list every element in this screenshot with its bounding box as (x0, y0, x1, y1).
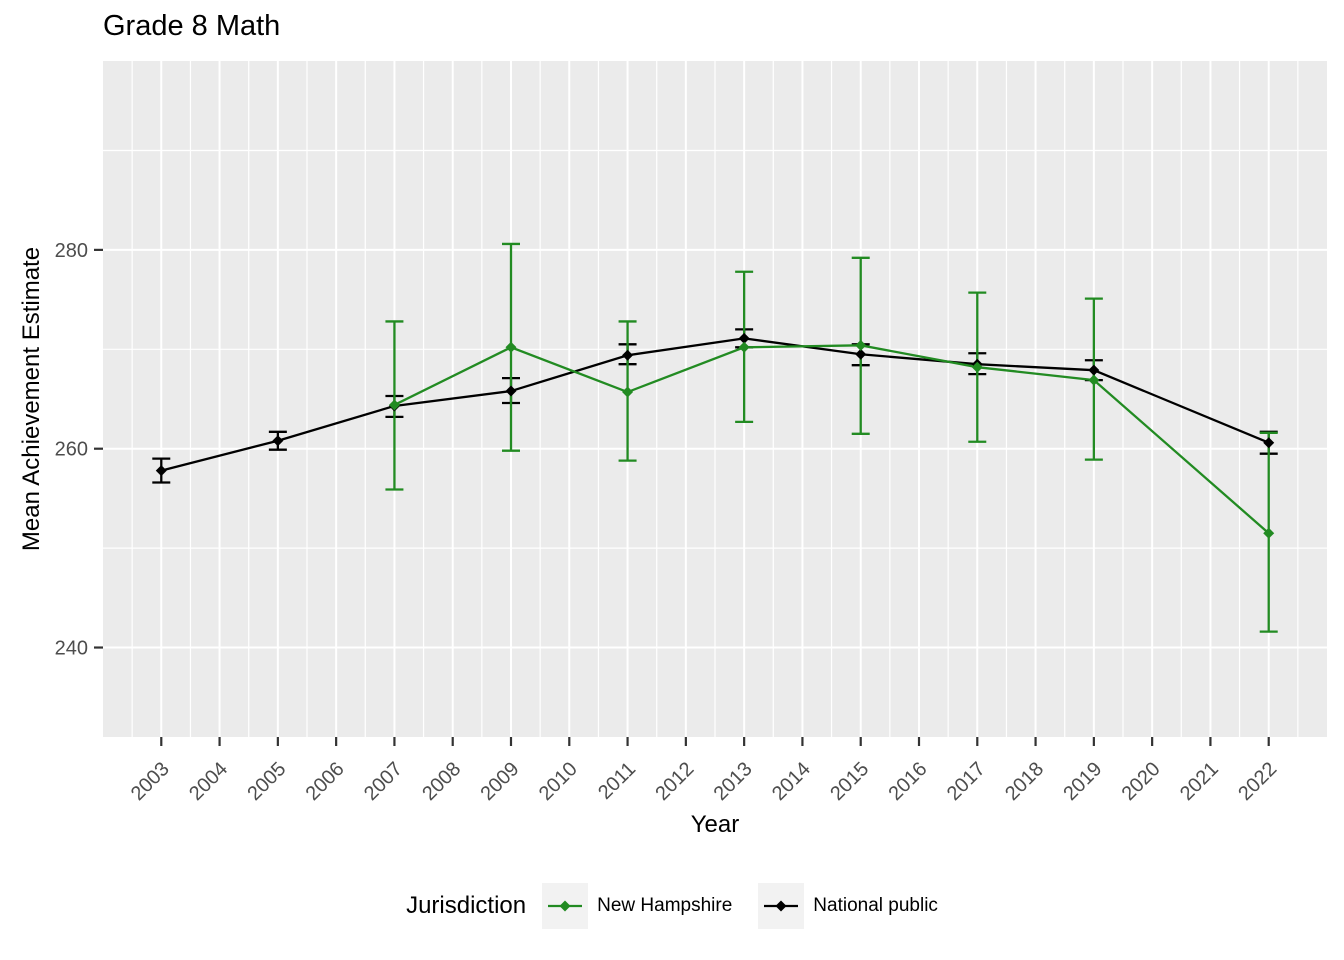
data-point (1088, 374, 1100, 386)
x-tick-label: 2018 (1001, 758, 1048, 805)
data-point (505, 385, 517, 397)
x-tick-label: 2019 (1059, 758, 1106, 805)
data-point (855, 348, 867, 360)
x-tick-label: 2022 (1234, 758, 1281, 805)
x-tick-label: 2014 (768, 758, 815, 805)
x-tick-label: 2009 (477, 758, 524, 805)
line-point-glyph-icon (764, 900, 799, 912)
line-point-glyph-icon (548, 900, 583, 912)
legend-key (542, 883, 589, 929)
legend-entry-national-public: National public (758, 883, 938, 929)
x-tick-label: 2008 (418, 758, 465, 805)
legend-key (758, 883, 805, 929)
x-axis-title: Year (690, 811, 740, 838)
data-point (505, 341, 517, 353)
legend-label-national-public: National public (813, 895, 938, 916)
x-tick-label: 2016 (885, 758, 932, 805)
legend-entry-new-hampshire: New Hampshire (542, 883, 732, 929)
y-tick-label: 260 (55, 439, 88, 461)
x-tick-label: 2013 (710, 758, 757, 805)
legend: Jurisdiction New Hampshire National publ… (0, 880, 1344, 932)
x-tick-label: 2011 (594, 758, 640, 804)
data-point (971, 361, 983, 373)
data-point (855, 339, 867, 351)
series-line (393, 344, 1270, 535)
x-tick-label: 2007 (360, 758, 407, 805)
x-tick-label: 2003 (127, 758, 174, 805)
x-tick-label: 2006 (302, 758, 349, 805)
chart-canvas: 2003 2004 2005 2006 2007 2008 2009 2010 2011 2012… (55, 61, 1327, 805)
series-line (161, 337, 1270, 472)
legend-label-new-hampshire: New Hampshire (597, 895, 733, 916)
x-tick-label: 2004 (185, 758, 232, 805)
data-point (738, 332, 750, 344)
plot-title: Grade 8 Math (103, 10, 281, 42)
x-tick-label: 2021 (1176, 758, 1223, 805)
x-tick-label: 2010 (535, 758, 582, 805)
x-tick-label: 2017 (943, 758, 990, 805)
x-tick-label: 2020 (1118, 758, 1165, 805)
data-point (1088, 364, 1100, 376)
x-tick-label: 2012 (651, 758, 698, 805)
x-tick-label: 2005 (243, 758, 290, 805)
data-point (622, 349, 634, 361)
data-point (155, 465, 167, 477)
data-point (272, 435, 284, 447)
y-tick-label: 280 (55, 240, 88, 262)
data-point (622, 386, 634, 398)
data-point (388, 399, 400, 411)
data-point (738, 341, 750, 353)
y-tick-label: 240 (55, 638, 88, 660)
data-point (1263, 437, 1275, 449)
data-point (1263, 527, 1275, 539)
x-tick-label: 2015 (826, 758, 873, 805)
legend-title: Jurisdiction (406, 892, 527, 919)
